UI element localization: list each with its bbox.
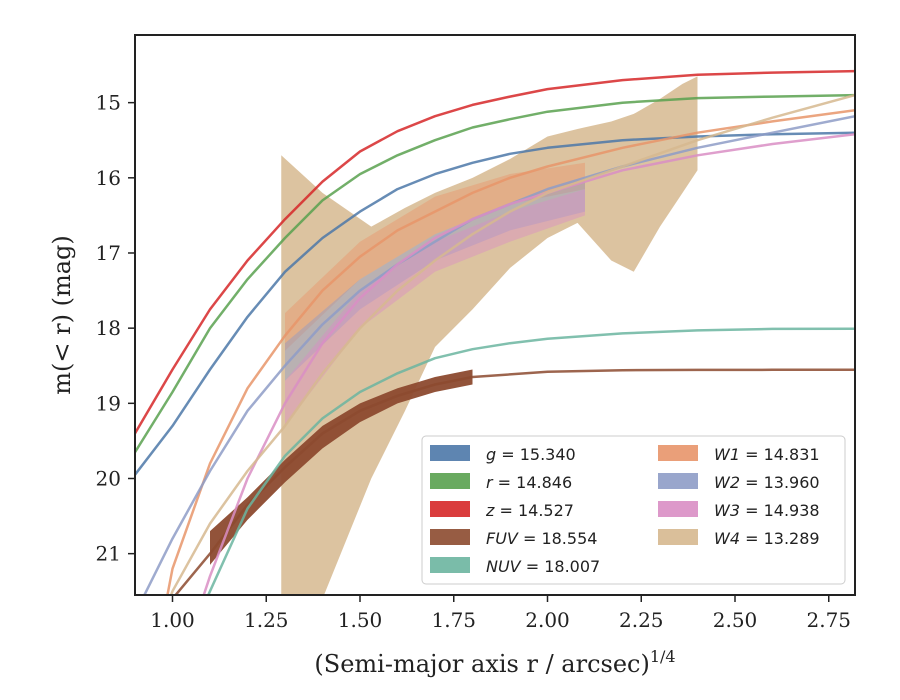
series-line-w4 xyxy=(169,93,855,595)
legend-label-w2: W2 = 13.960 xyxy=(714,473,820,492)
plot-area xyxy=(135,69,855,595)
legend-swatch-r xyxy=(430,473,470,489)
legend-swatch-z xyxy=(430,501,470,517)
legend-label-nuv: NUV = 18.007 xyxy=(486,557,600,576)
band-fuv xyxy=(210,369,473,565)
y-tick-label: 15 xyxy=(96,91,121,115)
x-axis-title-exponent: 1/4 xyxy=(650,647,676,666)
y-tick-label: 17 xyxy=(96,241,121,265)
x-tick-label: 2.50 xyxy=(713,608,758,632)
band-w3 xyxy=(285,189,585,426)
legend-swatch-w3 xyxy=(658,501,698,517)
series-line-w3 xyxy=(202,132,855,595)
x-tick-label: 1.50 xyxy=(338,608,383,632)
legend-label-w4: W4 = 13.289 xyxy=(714,529,820,548)
series-line-nuv xyxy=(206,327,855,595)
x-tick-label: 2.00 xyxy=(525,608,570,632)
x-tick-label: 2.25 xyxy=(619,608,664,632)
series-line-w1 xyxy=(166,108,855,595)
series-line-w2 xyxy=(142,114,855,595)
tick-layer: 1.00 1.25 1.50 1.75 2.00 2.25 2.50 2.75 15 16 17 18… xyxy=(96,91,851,632)
band-w4 xyxy=(281,76,698,595)
series-line-fuv xyxy=(174,368,855,595)
x-axis-title-text: (Semi-major axis r / arcsec) xyxy=(314,650,649,678)
legend-label-w3: W3 = 14.938 xyxy=(714,501,820,520)
legend-swatch-fuv xyxy=(430,529,470,545)
legend-label-r: r = 14.846 xyxy=(486,473,572,492)
x-tick-label: 1.00 xyxy=(150,608,195,632)
y-tick-label: 18 xyxy=(96,316,121,340)
band-layer xyxy=(210,76,698,595)
y-tick-label: 20 xyxy=(96,466,121,490)
series-line-r xyxy=(135,93,855,453)
legend-swatch-nuv xyxy=(430,557,470,573)
x-tick-label: 1.25 xyxy=(244,608,289,632)
series-line-z xyxy=(135,69,855,435)
line-layer xyxy=(135,69,855,595)
y-tick-label: 19 xyxy=(96,391,121,415)
legend-swatch-g xyxy=(430,445,470,461)
legend-swatch-w1 xyxy=(658,445,698,461)
y-tick-label: 21 xyxy=(96,542,121,566)
legend-label-fuv: FUV = 18.554 xyxy=(486,529,597,548)
plot-frame xyxy=(134,34,856,596)
legend-label-w1: W1 = 14.831 xyxy=(714,445,820,464)
legend-label-g: g = 15.340 xyxy=(486,445,576,464)
series-line-g xyxy=(135,131,855,476)
legend-swatch-w4 xyxy=(658,529,698,545)
band-w1 xyxy=(285,162,585,351)
legend-swatch-w2 xyxy=(658,473,698,489)
legend: g = 15.340 r = 14.846 z = 14.527 FUV = 18.5… xyxy=(421,435,846,585)
x-tick-label: 2.75 xyxy=(806,608,851,632)
legend-label-z: z = 14.527 xyxy=(485,501,574,520)
y-axis-title: m(< r) (mag) xyxy=(48,235,76,394)
x-axis-title: (Semi-major axis r / arcsec)1/4 xyxy=(314,647,675,678)
band-w2 xyxy=(285,181,585,381)
legend-frame xyxy=(421,435,846,585)
x-tick-label: 1.75 xyxy=(431,608,476,632)
y-tick-label: 16 xyxy=(96,166,121,190)
